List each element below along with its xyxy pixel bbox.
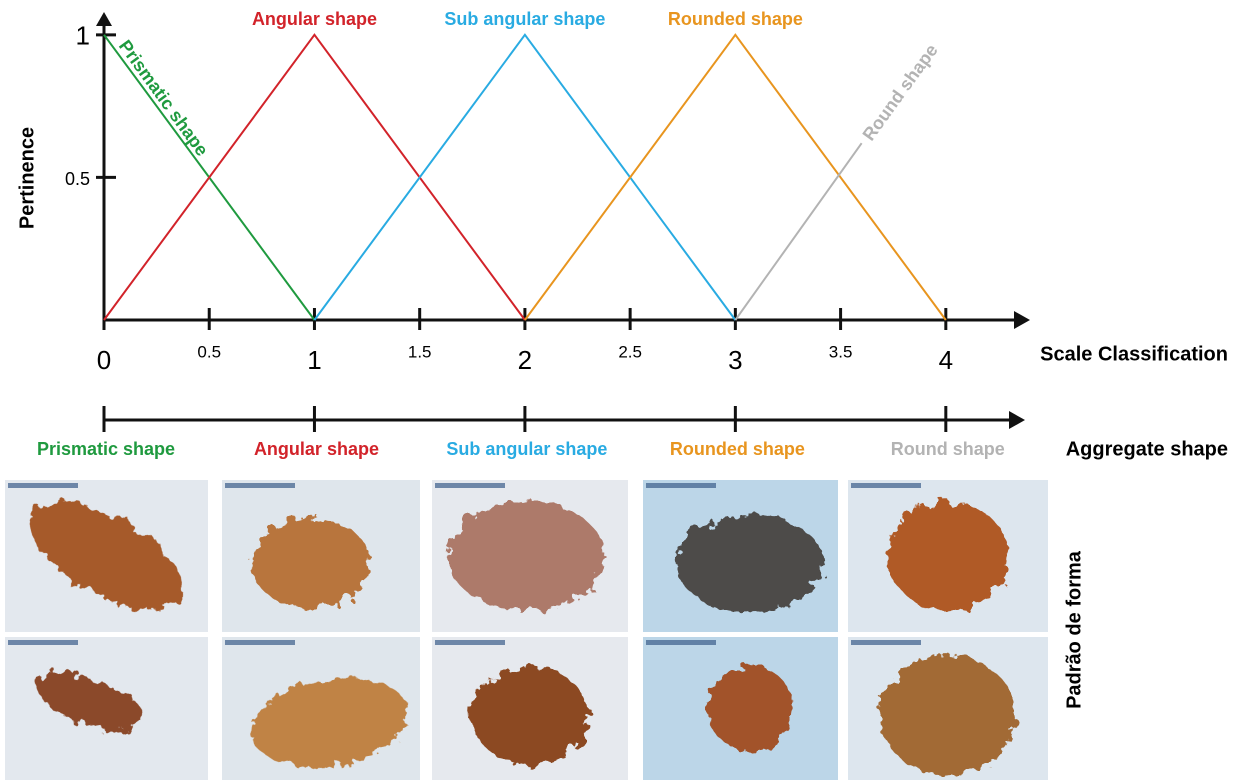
x-tick-label: 3.5 [829,342,853,361]
photo-caption-bar [646,640,716,645]
rock [707,665,794,752]
scale-label: Prismatic shape [37,439,175,459]
photo-caption-bar [8,483,78,488]
x-tick-label: 2 [518,345,532,375]
x-tick-label: 2.5 [618,342,642,361]
rock [447,501,605,611]
photo-caption-bar [8,640,78,645]
photo [848,480,1048,632]
x-tick-label: 1 [307,345,321,375]
rock [251,518,371,610]
rock [36,672,145,731]
x-axis-arrow [1014,311,1030,329]
photo [643,637,838,780]
series-label: Round shape [859,40,942,144]
scale-label: Sub angular shape [446,439,607,459]
x-tick-label: 4 [939,345,953,375]
rock [471,667,589,765]
photo [222,637,420,780]
rock [676,514,825,613]
scale-title: Aggregate shape [1066,438,1228,460]
photo [5,637,208,780]
photo [432,637,628,780]
photo [643,480,838,632]
photo-caption-bar [435,640,505,645]
photo [222,480,420,632]
photo [432,480,628,632]
y-axis-label: Pertinence [16,127,38,229]
x-tick-label: 0.5 [197,342,221,361]
photo-caption-bar [646,483,716,488]
rock [30,501,183,611]
photo-caption-bar [851,483,921,488]
y-tick-label: 0.5 [65,169,90,189]
rock [252,678,410,768]
photo-caption-bar [225,640,295,645]
series-label: Sub angular shape [444,9,605,29]
y-tick-label: 1 [76,21,90,51]
photo-caption-bar [851,640,921,645]
membership-line [734,142,863,321]
membership-line [524,33,947,321]
membership-line [103,33,526,321]
x-tick-label: 1.5 [408,342,432,361]
scale-axis-arrow [1009,411,1025,429]
y-axis-arrow [96,12,112,26]
x-tick-label: 0 [97,345,111,375]
scale-label: Rounded shape [670,439,805,459]
photo-caption-bar [435,483,505,488]
x-axis-label: Scale Classification [1040,343,1228,365]
rock [880,655,1016,776]
scale-label: Round shape [891,439,1005,459]
membership-line [313,33,737,321]
photo [5,480,208,632]
photos-label: Padrão de forma [1063,550,1085,709]
series-label: Prismatic shape [115,36,212,159]
scale-label: Angular shape [254,439,379,459]
rock [888,501,1008,611]
photo-caption-bar [225,483,295,488]
series-label: Angular shape [252,9,377,29]
series-label: Rounded shape [668,9,803,29]
photo [848,637,1048,780]
x-tick-label: 3 [728,345,742,375]
